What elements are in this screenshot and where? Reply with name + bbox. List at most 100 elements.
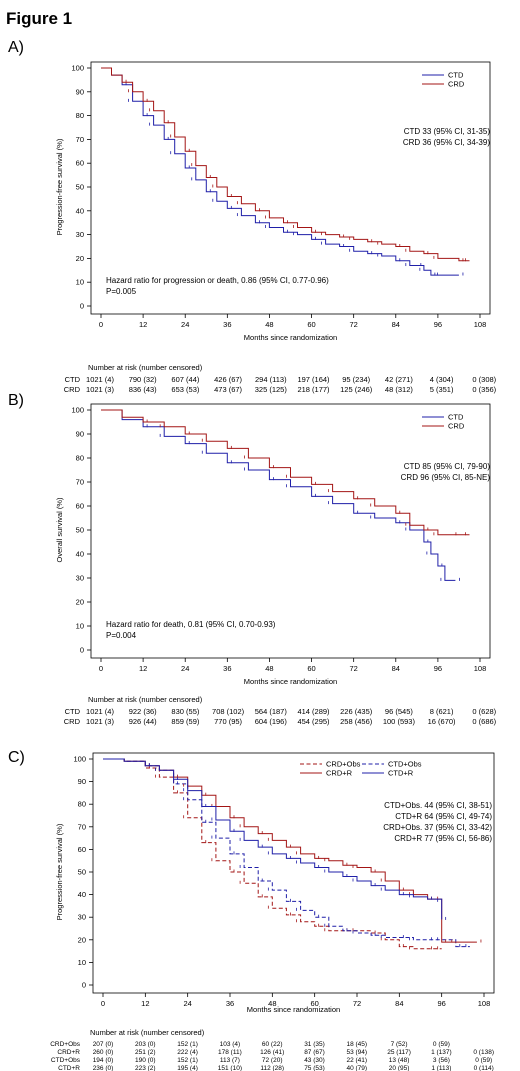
panel-label: A) xyxy=(8,39,24,56)
risk-cell: 1021 (3) xyxy=(86,385,114,394)
series-line-crd xyxy=(101,409,470,536)
x-tick-label: 48 xyxy=(265,664,273,673)
risk-cell: 151 (10) xyxy=(218,1065,242,1071)
y-tick-label: 80 xyxy=(76,111,84,120)
y-tick-label: 10 xyxy=(76,622,84,631)
risk-row-label: CRD xyxy=(64,717,81,726)
series-line-ctd-obs xyxy=(103,758,470,948)
y-tick-label: 100 xyxy=(73,755,86,764)
risk-cell: 830 (55) xyxy=(171,707,199,716)
x-tick-label: 36 xyxy=(226,999,234,1008)
y-tick-label: 40 xyxy=(78,890,86,899)
risk-cell: 1 (137) xyxy=(431,1049,452,1056)
risk-cell: 454 (295) xyxy=(297,717,330,726)
risk-cell: 126 (41) xyxy=(260,1049,284,1056)
x-tick-label: 60 xyxy=(310,999,318,1008)
risk-cell: 604 (196) xyxy=(255,717,288,726)
risk-cell: 203 (0) xyxy=(135,1041,156,1048)
x-tick-label: 48 xyxy=(268,999,276,1008)
x-tick-label: 24 xyxy=(181,664,189,673)
risk-cell: 16 (670) xyxy=(428,717,456,726)
risk-cell: 43 (30) xyxy=(304,1057,325,1064)
risk-cell: 0 (138) xyxy=(473,1049,494,1056)
risk-cell: 95 (234) xyxy=(342,375,370,384)
y-tick-label: 50 xyxy=(76,526,84,535)
x-tick-label: 36 xyxy=(223,320,231,329)
risk-cell: 564 (187) xyxy=(255,707,288,716)
risk-cell: 5 (351) xyxy=(430,385,454,394)
y-tick-label: 0 xyxy=(80,646,84,655)
risk-cell: 20 (95) xyxy=(389,1065,410,1071)
y-tick-label: 50 xyxy=(78,868,86,877)
risk-cell: 178 (11) xyxy=(218,1049,242,1056)
risk-cell: 197 (164) xyxy=(297,375,330,384)
risk-row-label: CTD+Obs xyxy=(51,1057,81,1064)
x-tick-label: 60 xyxy=(307,664,315,673)
x-tick-label: 84 xyxy=(392,664,400,673)
series-line-crd-r xyxy=(103,758,477,943)
annotation-median: CTD+R 64 (95% CI, 49-74) xyxy=(395,812,492,821)
risk-cell: 325 (125) xyxy=(255,385,288,394)
risk-cell: 0 (308) xyxy=(472,375,496,384)
risk-table-title: Number at risk (number censored) xyxy=(88,363,203,372)
y-tick-label: 90 xyxy=(76,87,84,96)
x-tick-label: 72 xyxy=(353,999,361,1008)
risk-cell: 859 (59) xyxy=(171,717,199,726)
annotation-median: CRD+Obs. 37 (95% CI, 33-42) xyxy=(383,823,492,832)
risk-cell: 40 (79) xyxy=(346,1065,367,1071)
legend-label: CRD+R xyxy=(326,769,353,778)
risk-cell: 770 (95) xyxy=(214,717,242,726)
y-tick-label: 60 xyxy=(76,502,84,511)
risk-cell: 87 (67) xyxy=(304,1049,325,1056)
x-axis-label: Months since randomization xyxy=(244,677,337,686)
risk-table-title: Number at risk (number censored) xyxy=(88,695,203,704)
risk-cell: 13 (48) xyxy=(389,1057,410,1064)
risk-cell: 926 (44) xyxy=(129,717,157,726)
y-tick-label: 0 xyxy=(80,302,84,311)
x-tick-label: 0 xyxy=(99,320,103,329)
risk-cell: 3 (56) xyxy=(433,1057,450,1064)
x-tick-label: 108 xyxy=(474,320,487,329)
legend-label: CTD+Obs xyxy=(388,760,422,769)
risk-cell: 426 (67) xyxy=(214,375,242,384)
annotation-median: CTD 33 (95% CI, 31-35) xyxy=(404,127,491,136)
annotation-hazard: Hazard ratio for progression or death, 0… xyxy=(106,276,329,285)
risk-cell: 18 (45) xyxy=(346,1041,367,1048)
y-tick-label: 0 xyxy=(82,981,86,990)
risk-cell: 152 (1) xyxy=(177,1057,198,1064)
risk-cell: 113 (7) xyxy=(220,1057,240,1064)
annotation-hazard: Hazard ratio for death, 0.81 (95% CI, 0.… xyxy=(106,620,276,629)
annotation-median: CRD+R 77 (95% CI, 56-86) xyxy=(394,834,492,843)
y-tick-label: 20 xyxy=(76,254,84,263)
y-tick-label: 40 xyxy=(76,206,84,215)
risk-cell: 653 (53) xyxy=(171,385,199,394)
series-line-crd xyxy=(101,67,470,262)
plot-frame xyxy=(90,61,491,315)
x-tick-label: 72 xyxy=(349,320,357,329)
risk-cell: 251 (2) xyxy=(135,1049,156,1056)
legend-label: CTD xyxy=(448,71,464,80)
x-tick-label: 12 xyxy=(139,320,147,329)
risk-row-label: CRD xyxy=(64,385,81,394)
risk-row-label: CTD xyxy=(65,375,81,384)
risk-cell: 60 (22) xyxy=(262,1041,283,1048)
risk-cell: 96 (545) xyxy=(385,707,413,716)
annotation-median: CRD 96 (95% CI, 85-NE) xyxy=(401,473,491,482)
risk-cell: 218 (177) xyxy=(297,385,330,394)
x-axis-label: Months since randomization xyxy=(244,333,337,342)
y-tick-label: 50 xyxy=(76,183,84,192)
risk-cell: 922 (36) xyxy=(129,707,157,716)
x-tick-label: 0 xyxy=(101,999,105,1008)
risk-cell: 294 (113) xyxy=(255,375,287,384)
annotation-hazard: P=0.005 xyxy=(106,287,137,296)
risk-cell: 0 (356) xyxy=(472,385,496,394)
x-tick-label: 108 xyxy=(478,999,491,1008)
risk-cell: 7 (52) xyxy=(391,1041,408,1048)
risk-cell: 223 (2) xyxy=(135,1065,156,1071)
x-tick-label: 108 xyxy=(474,664,487,673)
risk-cell: 25 (117) xyxy=(387,1049,411,1056)
risk-cell: 607 (44) xyxy=(171,375,199,384)
y-tick-label: 100 xyxy=(71,64,84,73)
risk-row-label: CRD+Obs xyxy=(50,1041,81,1048)
risk-cell: 1021 (3) xyxy=(86,717,114,726)
